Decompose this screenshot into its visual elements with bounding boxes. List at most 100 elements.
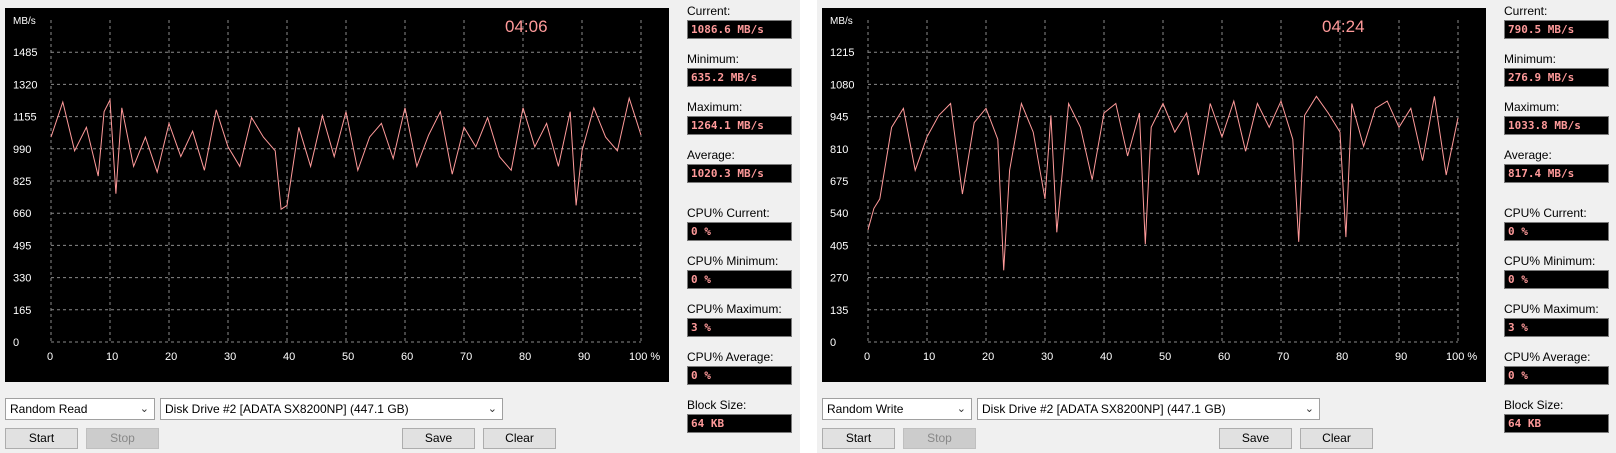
- x-tick-label: 90: [1395, 351, 1407, 363]
- y-tick-label: 660: [13, 208, 31, 220]
- cpu-minimum-label: CPU% Minimum:: [1504, 254, 1596, 268]
- start-button[interactable]: Start: [5, 428, 78, 449]
- benchmark-panel-read: 1485 1320 1155 990 825 660 495 330 165 0 MB/s 0 10 20…: [0, 0, 800, 453]
- elapsed-time: 04:06: [505, 17, 548, 36]
- y-tick-label: 135: [830, 305, 848, 317]
- clear-button[interactable]: Clear: [1300, 428, 1373, 449]
- stop-button[interactable]: Stop: [903, 428, 976, 449]
- block-size-value: 64 KB: [1504, 414, 1609, 433]
- x-tick-label: 50: [342, 351, 354, 363]
- cpu-current-label: CPU% Current:: [1504, 206, 1587, 220]
- x-tick-label: 70: [460, 351, 472, 363]
- x-tick-label: 80: [1336, 351, 1348, 363]
- start-button[interactable]: Start: [822, 428, 895, 449]
- test-mode-value: Random Write: [827, 402, 904, 416]
- stop-button-label: Stop: [927, 431, 952, 445]
- stop-button[interactable]: Stop: [86, 428, 159, 449]
- minimum-label: Minimum:: [1504, 52, 1557, 66]
- x-tick-label: 10: [923, 351, 935, 363]
- average-value: 817.4 MB/s: [1504, 164, 1609, 183]
- drive-select[interactable]: Disk Drive #2 [ADATA SX8200NP] (447.1 GB…: [977, 398, 1320, 420]
- clear-button-label: Clear: [1322, 431, 1351, 445]
- start-button-label: Start: [845, 431, 872, 445]
- maximum-label: Maximum:: [1504, 100, 1560, 114]
- y-tick-label: 1215: [830, 47, 854, 59]
- x-tick-label: 10: [106, 351, 118, 363]
- stop-button-label: Stop: [110, 431, 135, 445]
- y-tick-label: 1485: [13, 47, 37, 59]
- x-tick-label: 40: [1100, 351, 1112, 363]
- block-size-label: Block Size:: [1504, 398, 1564, 412]
- cpu-maximum-value: 3 %: [687, 318, 792, 337]
- x-tick-label: 100 %: [1446, 351, 1477, 363]
- y-tick-label: 405: [830, 240, 848, 252]
- minimum-label: Minimum:: [687, 52, 740, 66]
- y-tick-label: 0: [830, 337, 836, 349]
- y-axis-unit: MB/s: [13, 16, 36, 27]
- y-tick-label: 495: [13, 240, 31, 252]
- minimum-value: 276.9 MB/s: [1504, 68, 1609, 87]
- throughput-series-line: [867, 95, 1459, 271]
- drive-value: Disk Drive #2 [ADATA SX8200NP] (447.1 GB…: [982, 402, 1226, 416]
- cpu-minimum-value: 0 %: [687, 270, 792, 289]
- x-tick-label: 0: [47, 351, 53, 363]
- minimum-value: 635.2 MB/s: [687, 68, 792, 87]
- throughput-series-line: [50, 96, 642, 211]
- save-button[interactable]: Save: [402, 428, 475, 449]
- test-mode-select[interactable]: Random Read ⌄: [5, 398, 155, 420]
- save-button[interactable]: Save: [1219, 428, 1292, 449]
- clear-button-label: Clear: [505, 431, 534, 445]
- start-button-label: Start: [28, 431, 55, 445]
- y-tick-label: 540: [830, 208, 848, 220]
- x-tick-label: 0: [864, 351, 870, 363]
- y-tick-label: 825: [13, 176, 31, 188]
- x-tick-label: 20: [165, 351, 177, 363]
- x-tick-label: 60: [1218, 351, 1230, 363]
- y-tick-label: 270: [830, 273, 848, 285]
- cpu-current-label: CPU% Current:: [687, 206, 770, 220]
- maximum-value: 1033.8 MB/s: [1504, 116, 1609, 135]
- throughput-chart: 1215 1080 945 810 675 540 405 270 135 0 MB/s 0 10 20 3…: [830, 16, 1477, 363]
- benchmark-panel-write: 1215 1080 945 810 675 540 405 270 135 0 MB/s 0 10 20 3…: [817, 0, 1616, 453]
- cpu-current-value: 0 %: [1504, 222, 1609, 241]
- x-tick-label: 50: [1159, 351, 1171, 363]
- cpu-maximum-value: 3 %: [1504, 318, 1609, 337]
- x-tick-label: 60: [401, 351, 413, 363]
- x-tick-label: 30: [1041, 351, 1053, 363]
- cpu-average-value: 0 %: [1504, 366, 1609, 385]
- save-button-label: Save: [1241, 431, 1270, 445]
- drive-select[interactable]: Disk Drive #2 [ADATA SX8200NP] (447.1 GB…: [160, 398, 503, 420]
- y-tick-label: 330: [13, 273, 31, 285]
- x-tick-label: 80: [519, 351, 531, 363]
- y-tick-label: 990: [13, 144, 31, 156]
- maximum-label: Maximum:: [687, 100, 743, 114]
- current-value: 790.5 MB/s: [1504, 20, 1609, 39]
- chevron-down-icon: ⌄: [956, 403, 966, 415]
- chevron-down-icon: ⌄: [1304, 403, 1314, 415]
- block-size-value: 64 KB: [687, 414, 792, 433]
- current-value: 1086.6 MB/s: [687, 20, 792, 39]
- maximum-value: 1264.1 MB/s: [687, 116, 792, 135]
- y-tick-label: 675: [830, 176, 848, 188]
- y-tick-label: 165: [13, 305, 31, 317]
- cpu-current-value: 0 %: [687, 222, 792, 241]
- y-tick-label: 945: [830, 112, 848, 124]
- x-tick-label: 100 %: [629, 351, 660, 363]
- cpu-average-value: 0 %: [687, 366, 792, 385]
- cpu-minimum-value: 0 %: [1504, 270, 1609, 289]
- block-size-label: Block Size:: [687, 398, 747, 412]
- cpu-maximum-label: CPU% Maximum:: [1504, 302, 1599, 316]
- y-tick-label: 810: [830, 144, 848, 156]
- x-tick-label: 70: [1277, 351, 1289, 363]
- clear-button[interactable]: Clear: [483, 428, 556, 449]
- average-label: Average:: [687, 148, 735, 162]
- cpu-maximum-label: CPU% Maximum:: [687, 302, 782, 316]
- y-tick-label: 1320: [13, 79, 37, 91]
- x-tick-label: 90: [578, 351, 590, 363]
- cpu-average-label: CPU% Average:: [687, 350, 774, 364]
- drive-value: Disk Drive #2 [ADATA SX8200NP] (447.1 GB…: [165, 402, 409, 416]
- current-label: Current:: [687, 4, 731, 18]
- current-label: Current:: [1504, 4, 1548, 18]
- test-mode-select[interactable]: Random Write ⌄: [822, 398, 972, 420]
- throughput-graph: 1215 1080 945 810 675 540 405 270 135 0 MB/s 0 10 20 3…: [822, 8, 1486, 382]
